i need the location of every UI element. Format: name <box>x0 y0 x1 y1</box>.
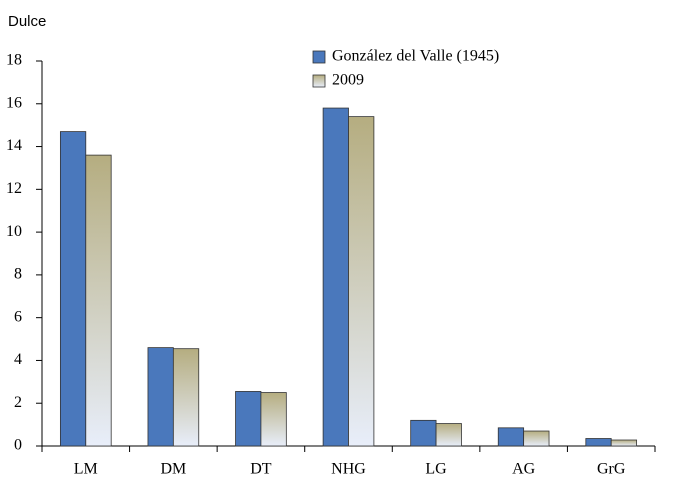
legend-swatch <box>312 50 326 64</box>
bar <box>497 427 525 447</box>
legend-swatch <box>312 74 326 88</box>
y-tick-label: 8 <box>14 266 22 283</box>
bar <box>410 419 437 447</box>
y-tick-label: 12 <box>6 180 22 197</box>
bar <box>235 391 262 447</box>
bar <box>523 430 550 447</box>
bar <box>435 423 462 447</box>
bar <box>147 347 174 447</box>
x-tick-label: LG <box>425 461 447 478</box>
chart-title: Dulce <box>8 13 46 30</box>
x-tick-label: NHG <box>331 461 366 478</box>
bar <box>610 439 638 447</box>
x-tick-label: DM <box>160 461 186 478</box>
x-tick-label: GrG <box>597 461 626 478</box>
y-tick-label: 10 <box>6 223 22 240</box>
y-tick-label: 16 <box>6 94 22 111</box>
bar <box>585 438 612 447</box>
bar <box>172 348 200 447</box>
bar <box>322 107 349 447</box>
y-tick-label: 4 <box>14 351 22 368</box>
legend-label: González del Valle (1945) <box>332 48 499 65</box>
y-tick-label: 2 <box>14 394 22 411</box>
y-tick-label: 6 <box>14 308 22 325</box>
bar <box>260 392 287 447</box>
bar <box>59 131 87 447</box>
x-tick-label: LM <box>74 461 98 478</box>
bar <box>348 116 375 447</box>
y-tick-label: 0 <box>14 437 22 454</box>
bar <box>85 154 112 447</box>
legend-label: 2009 <box>332 72 364 89</box>
x-tick-label: AG <box>512 461 536 478</box>
x-tick-label: DT <box>250 461 272 478</box>
y-tick-label: 14 <box>6 137 22 154</box>
y-tick-label: 18 <box>6 52 22 69</box>
